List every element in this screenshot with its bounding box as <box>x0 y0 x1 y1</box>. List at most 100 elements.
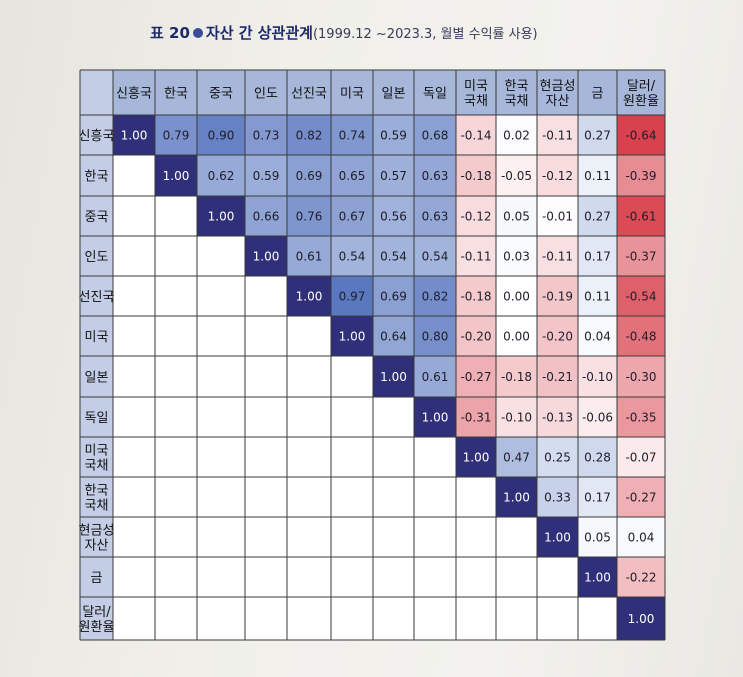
heatmap-cell <box>155 196 197 236</box>
cell-value-label: -0.35 <box>625 411 656 425</box>
heatmap-cell <box>197 437 245 477</box>
heatmap-cell <box>155 397 197 437</box>
heatmap-cell <box>578 236 617 276</box>
cell-value-label: -0.27 <box>460 370 491 384</box>
y-tick-label: 신흥국 <box>79 129 115 144</box>
cell-value-label: 0.17 <box>584 491 611 505</box>
heatmap-cell <box>414 196 456 236</box>
heatmap-cell <box>414 276 456 316</box>
cell-value-label: -0.05 <box>501 169 532 183</box>
cell-value-label: -0.37 <box>625 250 656 264</box>
heatmap-cell <box>197 397 245 437</box>
heatmap-cell <box>155 316 197 356</box>
cell-value-label: 0.11 <box>584 290 611 304</box>
heatmap-cell <box>155 356 197 397</box>
cell-value-label: 0.56 <box>380 210 407 224</box>
heatmap-cell <box>197 236 245 276</box>
heatmap-cell <box>456 356 496 397</box>
cell-value-label: -0.10 <box>582 370 613 384</box>
y-tick-label: 독일 <box>85 411 109 426</box>
heatmap-cell <box>456 316 496 356</box>
heatmap-cell <box>496 597 537 640</box>
heatmap-cell <box>113 597 155 640</box>
heatmap-cell <box>287 276 331 316</box>
heatmap-cell <box>578 115 617 155</box>
cell-value-label: -0.20 <box>542 330 573 344</box>
heatmap-cell <box>456 155 496 196</box>
cell-value-label: 0.00 <box>503 330 530 344</box>
heatmap-cell <box>331 597 373 640</box>
heatmap-cell <box>197 597 245 640</box>
heatmap-cell <box>197 316 245 356</box>
heatmap-cell <box>287 397 331 437</box>
heatmap-cell <box>414 597 456 640</box>
cell-value-label: -0.13 <box>542 411 573 425</box>
heatmap-cell <box>155 597 197 640</box>
heatmap-cell <box>414 115 456 155</box>
heatmap-cell <box>496 477 537 517</box>
heatmap-cell <box>537 477 578 517</box>
heatmap-cell <box>245 196 287 236</box>
heatmap-cell <box>155 477 197 517</box>
heatmap-cell <box>155 517 197 557</box>
heatmap-cell <box>617 356 665 397</box>
x-tick-label: 달러/ <box>627 79 656 94</box>
heatmap-cell <box>537 316 578 356</box>
heatmap-cell <box>113 155 155 196</box>
cell-value-label: 1.00 <box>296 290 323 304</box>
heatmap-cell <box>496 196 537 236</box>
heatmap-cell <box>197 356 245 397</box>
heatmap-cell <box>456 397 496 437</box>
heatmap-cell <box>245 437 287 477</box>
x-tick-label: 선진국 <box>291 87 327 102</box>
heatmap-cell <box>245 115 287 155</box>
x-tick-label: 중국 <box>209 87 233 102</box>
cell-value-label: 0.02 <box>503 129 530 143</box>
heatmap-cell <box>414 477 456 517</box>
heatmap-cell <box>287 356 331 397</box>
heatmap-cell <box>578 437 617 477</box>
cell-value-label: 0.76 <box>296 210 323 224</box>
cell-value-label: -0.48 <box>625 330 656 344</box>
heatmap-cell <box>496 437 537 477</box>
x-tick-label: 인도 <box>254 87 278 102</box>
heatmap-cell <box>331 356 373 397</box>
cell-value-label: 0.62 <box>208 169 235 183</box>
heatmap-cell <box>287 517 331 557</box>
title-main: 자산 간 상관관계 <box>205 24 313 42</box>
heatmap-cell <box>537 356 578 397</box>
cell-value-label: 0.82 <box>422 290 449 304</box>
heatmap-cell <box>456 236 496 276</box>
heatmap-cell <box>331 316 373 356</box>
cell-value-label: -0.11 <box>542 250 573 264</box>
heatmap-cell <box>155 557 197 597</box>
cell-value-label: 0.27 <box>584 210 611 224</box>
cell-value-label: -0.18 <box>460 169 491 183</box>
x-tick-label: 원환율 <box>623 94 659 109</box>
cell-value-label: 0.63 <box>422 210 449 224</box>
cell-value-label: 0.05 <box>584 531 611 545</box>
x-tick-label: 국채 <box>505 94 529 109</box>
cell-value-label: -0.31 <box>460 411 491 425</box>
cell-value-label: 0.47 <box>503 451 530 465</box>
x-tick-label: 금 <box>592 87 604 102</box>
heatmap-cell <box>578 397 617 437</box>
cell-value-label: -0.54 <box>625 290 656 304</box>
cell-value-label: 0.65 <box>339 169 366 183</box>
cell-value-label: 0.00 <box>503 290 530 304</box>
x-tick-label: 한국 <box>505 79 529 94</box>
heatmap-cell <box>456 276 496 316</box>
cell-value-label: 0.74 <box>339 129 366 143</box>
heatmap-cell <box>537 397 578 437</box>
header-col-bg <box>80 70 113 640</box>
y-tick-label: 금 <box>91 571 103 586</box>
heatmap-cell <box>197 477 245 517</box>
heatmap-cell <box>537 115 578 155</box>
heatmap-cell <box>287 155 331 196</box>
heatmap-cell <box>113 397 155 437</box>
heatmap-cell <box>245 397 287 437</box>
cell-value-label: -0.64 <box>625 129 656 143</box>
y-tick-label: 한국 <box>85 484 109 499</box>
cell-value-label: 1.00 <box>208 210 235 224</box>
heatmap-cell <box>456 597 496 640</box>
